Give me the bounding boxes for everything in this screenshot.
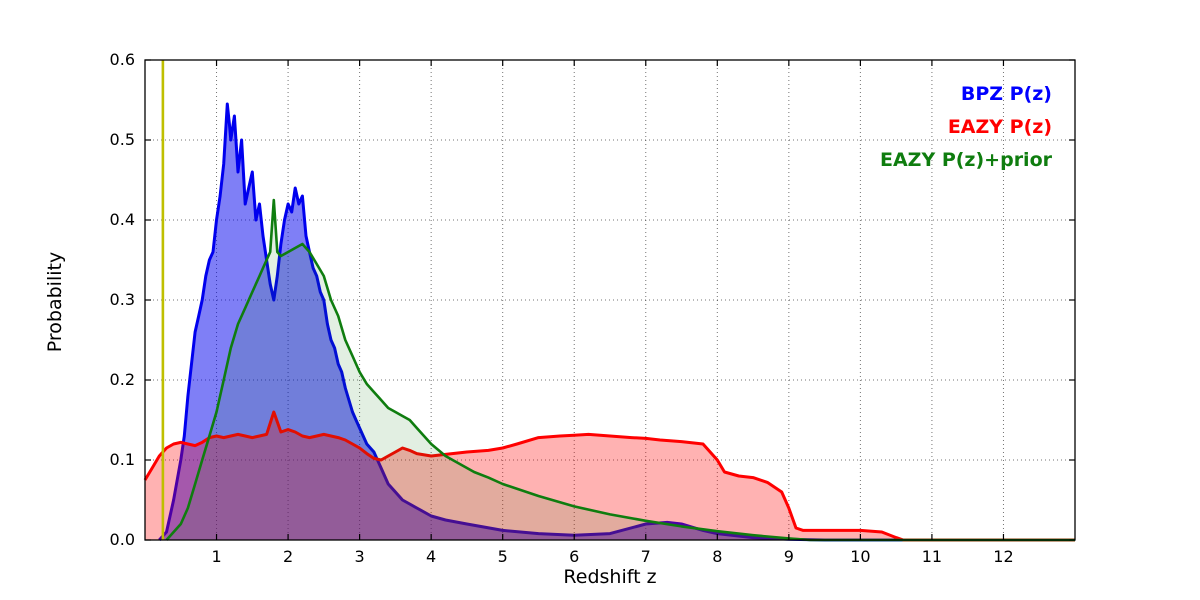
y-tick-label: 0.3 bbox=[110, 290, 135, 309]
y-tick-label: 0.4 bbox=[110, 210, 135, 229]
x-tick-label: 8 bbox=[712, 547, 722, 566]
x-tick-label: 1 bbox=[211, 547, 221, 566]
series-fill-bpz-p-z- bbox=[159, 104, 1076, 540]
legend-item-bpz-pz: BPZ P(z) bbox=[960, 83, 1052, 105]
series-fill-eazy-p-z-prior bbox=[166, 200, 1075, 540]
series-fill-eazy-p-z- bbox=[145, 412, 1075, 540]
legend-item-eazy-pz: EAZY P(z) bbox=[947, 116, 1052, 138]
series-line-eazy-p-z-prior bbox=[165, 198, 1075, 542]
y-tick-label: 0.0 bbox=[110, 530, 135, 549]
x-tick-label: 7 bbox=[641, 547, 651, 566]
x-tick-label: 12 bbox=[993, 547, 1013, 566]
series-line-eazy-p-z- bbox=[143, 410, 1075, 542]
x-tick-label: 4 bbox=[426, 547, 436, 566]
y-tick-label: 0.6 bbox=[110, 50, 135, 69]
legend: BPZ P(z) EAZY P(z) EAZY P(z)+prior bbox=[880, 78, 1052, 177]
x-tick-label: 9 bbox=[784, 547, 794, 566]
x-tick-label: 5 bbox=[498, 547, 508, 566]
x-tick-label: 10 bbox=[850, 547, 870, 566]
x-tick-label: 11 bbox=[922, 547, 942, 566]
legend-item-eazy-pz-prior: EAZY P(z)+prior bbox=[879, 149, 1052, 171]
y-tick-label: 0.2 bbox=[110, 370, 135, 389]
x-tick-label: 2 bbox=[283, 547, 293, 566]
y-axis-label: Probability bbox=[44, 251, 66, 353]
y-tick-label: 0.1 bbox=[110, 450, 135, 469]
y-tick-label: 0.5 bbox=[110, 130, 135, 149]
x-axis-label: Redshift z bbox=[563, 566, 657, 588]
x-tick-label: 3 bbox=[355, 547, 365, 566]
x-tick-label: 6 bbox=[569, 547, 579, 566]
